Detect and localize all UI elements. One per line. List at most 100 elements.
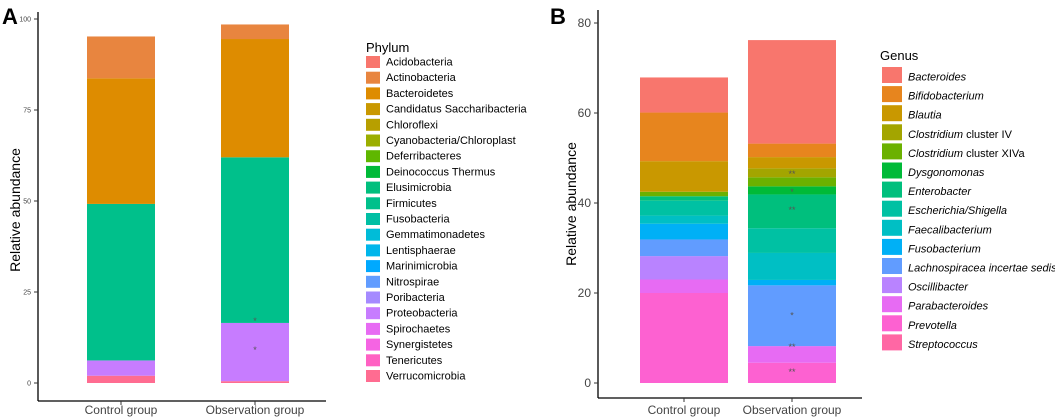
legend-swatch-spirochaetes	[366, 322, 380, 335]
bar-observation-group-lachnospiracea-incertae-sedis	[748, 285, 836, 347]
legend-label-spirochaetes: Spirochaetes	[386, 323, 451, 335]
bar-control-group-escherichia-shigella	[640, 200, 728, 216]
legend-label-fusobacteria: Fusobacteria	[386, 214, 450, 226]
legend-swatch-actinobacteria	[366, 71, 380, 84]
legend-label-deinococcus-thermus: Deinococcus Thermus	[386, 166, 496, 178]
legend-swatch-bifidobacterium	[882, 86, 902, 103]
bar-observation-group-verrucomicrobia	[221, 381, 289, 383]
legend-swatch-dysgonomonas	[882, 162, 902, 179]
bar-observation-group-clostridium-cluster-iv	[748, 168, 836, 178]
legend-swatch-parabacteroides	[882, 296, 902, 313]
legend-swatch-acidobacteria	[366, 56, 380, 68]
legend-swatch-enterobacter	[882, 181, 902, 198]
y-tick-label: 80	[578, 16, 592, 30]
panel-a-x-ticks: Control group Observation group	[85, 401, 305, 417]
panel-a-y-axis-title: Relative abundance	[7, 148, 23, 272]
significance-mark-proteobacteria: *	[253, 345, 257, 355]
bar-control-group-actinobacteria	[87, 36, 155, 79]
panel-a-label: A	[2, 4, 18, 29]
y-tick-label: 20	[578, 286, 592, 300]
y-tick-label: 40	[578, 196, 592, 210]
y-tick-label: 100	[19, 17, 31, 24]
bar-observation-group-dysgonomonas	[748, 186, 836, 195]
bar-observation-group-faecalibacterium	[748, 252, 836, 280]
legend-swatch-streptococcus	[882, 334, 902, 351]
y-tick-label: 50	[23, 199, 31, 206]
legend-label-bacteroidetes: Bacteroidetes	[386, 88, 454, 100]
legend-label-candidatus-saccharibacteria: Candidatus Saccharibacteria	[386, 104, 528, 116]
legend-swatch-prevotella	[882, 315, 902, 332]
legend-label-clostridium-cluster-xiva: Clostridium cluster XIVa	[908, 148, 1025, 160]
legend-label-lachnospiracea-incertae-sedis: Lachnospiracea incertae sedis	[908, 263, 1055, 275]
legend-swatch-gemmatimonadetes	[366, 228, 380, 241]
legend-label-tenericutes: Tenericutes	[386, 355, 443, 367]
legend-label-clostridium-cluster-iv: Clostridium cluster IV	[908, 129, 1013, 141]
legend-swatch-elusimicrobia	[366, 181, 380, 194]
legend-label-firmicutes: Firmicutes	[386, 198, 437, 210]
legend-label-escherichia-shigella: Escherichia/Shigella	[908, 205, 1007, 217]
bar-control-group-bacteroides	[640, 77, 728, 113]
bar-observation-group-firmicutes	[221, 157, 289, 323]
legend-swatch-deinococcus-thermus	[366, 165, 380, 178]
legend-swatch-lentisphaerae	[366, 244, 380, 257]
y-tick-label: 75	[23, 108, 31, 115]
legend-label-parabacteroides: Parabacteroides	[908, 301, 989, 313]
bar-control-group-bacteroidetes	[87, 78, 155, 204]
bar-control-group-oscillibacter	[640, 256, 728, 280]
legend-swatch-blautia	[882, 105, 902, 122]
panel-b-legend-title: Genus	[880, 48, 919, 63]
bar-observation-group-blautia	[748, 157, 836, 169]
legend-label-elusimicrobia: Elusimicrobia	[386, 182, 452, 194]
panel-a-y-ticks: 0 25 50 75 100	[19, 17, 38, 388]
x-tick-label-control-group: Control group	[85, 403, 158, 417]
bar-control-group-verrucomicrobia	[87, 375, 155, 383]
bar-control-group-parabacteroides	[640, 279, 728, 293]
legend-swatch-candidatus-saccharibacteria	[366, 103, 380, 116]
legend-label-oscillibacter: Oscillibacter	[908, 282, 969, 294]
legend-label-faecalibacterium: Faecalibacterium	[908, 224, 992, 236]
panel-a-legend-title: Phylum	[366, 40, 409, 55]
x-tick-label-control-group: Control group	[648, 403, 721, 417]
legend-swatch-fusobacterium	[882, 238, 902, 255]
legend-label-cyanobacteria-chloroplast: Cyanobacteria/Chloroplast	[386, 135, 516, 147]
bar-control-group-enterobacter	[640, 196, 728, 201]
bar-control-group-blautia	[640, 161, 728, 192]
significance-mark-prevotella: **	[788, 367, 796, 377]
significance-mark-firmicutes: *	[253, 316, 257, 326]
legend-swatch-bacteroides	[882, 67, 902, 83]
legend-swatch-fusobacteria	[366, 213, 380, 225]
panel-a-legend: Phylum Acidobacteria Actinobacteria Bacter…	[366, 40, 528, 383]
panel-b-y-ticks: 0 20 40 60 80	[578, 16, 598, 390]
legend-label-poribacteria: Poribacteria	[386, 292, 446, 304]
significance-mark-parabacteroides: **	[788, 342, 796, 352]
legend-label-nitrospirae: Nitrospirae	[386, 276, 439, 288]
significance-mark-lachnospiracea-incertae-sedis: *	[790, 311, 794, 321]
legend-swatch-escherichia-shigella	[882, 200, 902, 217]
legend-label-synergistetes: Synergistetes	[386, 339, 453, 351]
panel-a-significance: **	[253, 316, 257, 355]
bar-observation-group-parabacteroides	[748, 346, 836, 363]
x-tick-label-observation-group: Observation group	[206, 403, 305, 417]
legend-swatch-poribacteria	[366, 291, 380, 304]
legend-label-marinimicrobia: Marinimicrobia	[386, 261, 458, 273]
panel-b-significance: **********	[788, 169, 796, 377]
legend-swatch-deferribacteres	[366, 150, 380, 163]
bar-control-group-clostridium-cluster-xiva	[640, 191, 728, 197]
panel-b-x-ticks: Control group Observation group	[648, 398, 842, 417]
legend-swatch-cyanobacteria-chloroplast	[366, 134, 380, 147]
y-tick-label: 0	[584, 376, 591, 390]
legend-swatch-verrucomicrobia	[366, 370, 380, 382]
legend-label-bacteroides: Bacteroides	[908, 72, 967, 84]
legend-label-bifidobacterium: Bifidobacterium	[908, 91, 984, 103]
legend-label-deferribacteres: Deferribacteres	[386, 151, 462, 163]
y-tick-label: 0	[27, 381, 31, 388]
significance-mark-blautia: **	[788, 169, 796, 179]
legend-swatch-firmicutes	[366, 197, 380, 210]
panel-b-legend: Genus Bacteroides Bifidobacterium Blautia C…	[880, 48, 1055, 351]
legend-swatch-clostridium-cluster-xiva	[882, 143, 902, 160]
panel-b-bars	[640, 40, 836, 383]
legend-swatch-chloroflexi	[366, 118, 380, 131]
